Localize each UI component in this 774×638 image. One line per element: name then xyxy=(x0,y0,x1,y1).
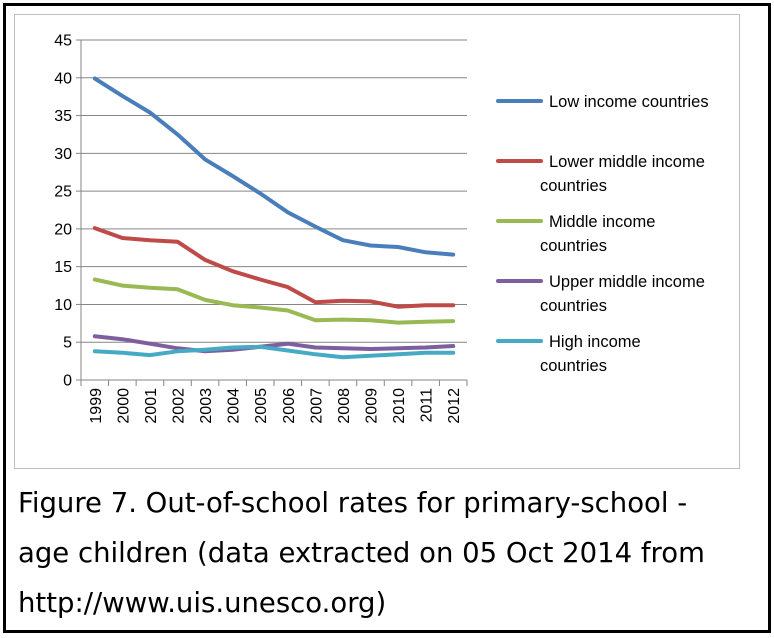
x-tick-label: 2002 xyxy=(171,388,188,424)
y-tick-label: 10 xyxy=(54,297,72,314)
y-tick-label: 5 xyxy=(63,335,72,352)
x-tick-label: 2004 xyxy=(226,388,243,424)
figure-frame xyxy=(3,3,771,633)
legend-label: countries xyxy=(540,237,607,255)
series-line xyxy=(92,344,456,360)
y-tick-label: 30 xyxy=(54,146,72,163)
caption-line-2: age children (data extracted on 05 Oct 2… xyxy=(18,537,705,569)
legend-label: countries xyxy=(540,177,607,195)
series-line xyxy=(92,76,456,257)
x-tick-label: 2003 xyxy=(198,388,215,424)
series-line xyxy=(92,277,456,325)
y-tick-label: 45 xyxy=(54,33,72,50)
x-tick-label: 2001 xyxy=(143,388,160,424)
legend-label: High income xyxy=(549,333,641,351)
legend-label: countries xyxy=(540,297,607,315)
y-tick-label: 35 xyxy=(54,108,72,125)
x-tick-label: 2008 xyxy=(336,388,353,424)
line-chart: 0 5 10 15 20 25 30 35 40 45 1999 2000 2001 2002 2003 2… xyxy=(54,33,709,424)
caption-line-3: http://www.uis.unesco.org) xyxy=(18,587,387,619)
x-tick-label: 2011 xyxy=(419,388,436,423)
chart-area-border xyxy=(14,14,740,469)
legend-label: Upper middle income xyxy=(549,273,705,291)
series-line xyxy=(92,226,456,309)
y-axis: 0 5 10 15 20 25 30 35 40 45 xyxy=(54,33,82,390)
legend-label: Lower middle income xyxy=(549,153,705,171)
legend-label: Middle income xyxy=(549,213,655,231)
series-lines xyxy=(92,76,456,360)
x-tick-label: 2012 xyxy=(446,388,463,424)
y-tick-label: 25 xyxy=(54,184,72,201)
y-tick-label: 15 xyxy=(54,259,72,276)
caption-line-1: Figure 7. Out-of-school rates for primar… xyxy=(18,487,688,519)
figure-caption: Figure 7. Out-of-school rates for primar… xyxy=(18,478,748,628)
y-tick-label: 40 xyxy=(54,70,72,87)
y-tick-label: 0 xyxy=(63,373,72,390)
x-axis: 1999 2000 2001 2002 2003 2004 2005 2006 2007 2008… xyxy=(80,379,468,424)
x-tick-label: 2007 xyxy=(308,388,325,424)
y-tick-label: 20 xyxy=(54,221,72,238)
x-tick-label: 2009 xyxy=(364,388,381,424)
x-tick-label: 2010 xyxy=(391,388,408,424)
x-tick-label: 1999 xyxy=(88,388,105,424)
legend: Low income countries Lower middle income c… xyxy=(496,93,709,375)
x-tick-label: 2006 xyxy=(281,388,298,424)
x-tick-label: 2005 xyxy=(253,388,270,424)
gridlines xyxy=(81,39,467,343)
legend-label: countries xyxy=(540,357,607,375)
legend-label: Low income countries xyxy=(549,93,709,111)
series-line xyxy=(92,334,456,354)
x-tick-label: 2000 xyxy=(115,388,132,424)
